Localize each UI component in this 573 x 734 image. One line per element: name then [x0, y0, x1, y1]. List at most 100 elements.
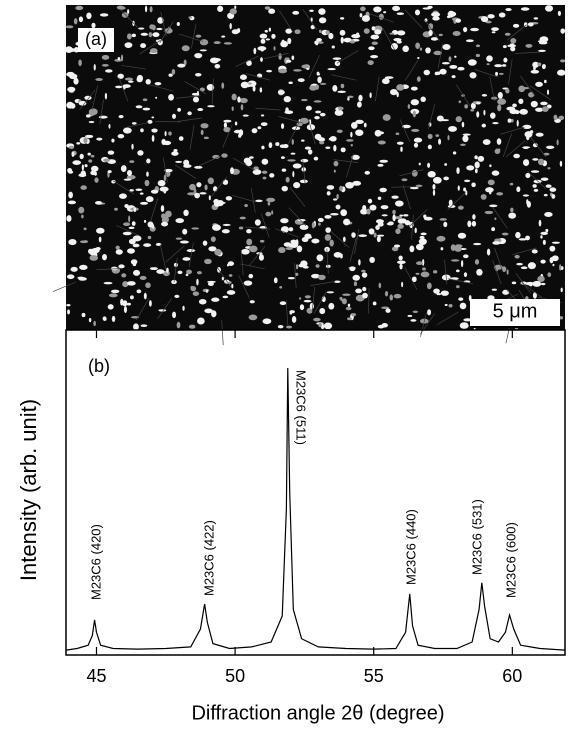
precipitate: [473, 243, 481, 245]
precipitate: [79, 101, 86, 106]
precipitate: [369, 257, 375, 263]
peak-annotation: M23C6 (511): [294, 370, 309, 445]
precipitate: [374, 29, 381, 34]
precipitate: [223, 224, 231, 226]
precipitate: [261, 146, 264, 150]
precipitate: [91, 155, 95, 158]
precipitate: [120, 299, 123, 306]
precipitate: [196, 35, 202, 38]
precipitate: [482, 124, 486, 128]
precipitate: [492, 122, 499, 124]
precipitate: [239, 227, 243, 230]
precipitate: [278, 247, 285, 253]
precipitate: [108, 150, 114, 154]
precipitate: [538, 50, 546, 52]
precipitate: [378, 141, 386, 145]
precipitate: [351, 232, 355, 238]
precipitate: [269, 173, 274, 178]
precipitate: [246, 229, 251, 233]
precipitate: [334, 170, 336, 173]
precipitate: [204, 137, 209, 140]
precipitate: [158, 180, 166, 186]
precipitate: [200, 123, 208, 128]
precipitate: [287, 159, 295, 161]
precipitate: [523, 87, 529, 89]
precipitate: [200, 49, 207, 51]
precipitate: [415, 228, 417, 234]
precipitate: [381, 323, 388, 327]
precipitate: [409, 246, 414, 253]
precipitate: [492, 31, 496, 33]
precipitate: [487, 63, 490, 65]
x-axis-label: Diffraction angle 2θ (degree): [191, 702, 444, 724]
precipitate: [318, 223, 321, 226]
precipitate: [118, 264, 124, 268]
precipitate: [533, 184, 537, 188]
precipitate: [347, 97, 349, 100]
precipitate: [445, 304, 448, 306]
precipitate: [317, 77, 322, 84]
precipitate: [76, 142, 80, 144]
precipitate: [489, 205, 497, 208]
precipitate: [485, 187, 494, 192]
spectrum: [66, 368, 565, 650]
precipitate: [298, 78, 305, 82]
precipitate: [304, 233, 311, 239]
precipitate: [453, 31, 461, 36]
precipitate: [546, 146, 554, 149]
precipitate: [388, 221, 394, 225]
precipitate: [525, 282, 534, 286]
precipitate: [497, 98, 506, 104]
precipitate: [121, 165, 127, 172]
precipitate: [229, 23, 231, 29]
precipitate: [545, 229, 548, 232]
precipitate: [320, 113, 326, 116]
precipitate: [131, 144, 133, 150]
precipitate: [249, 246, 258, 253]
precipitate: [175, 218, 184, 223]
precipitate: [400, 147, 402, 152]
precipitate: [127, 281, 136, 286]
precipitate: [296, 264, 298, 269]
panel-label: (a): [85, 29, 107, 49]
precipitate: [391, 43, 398, 50]
precipitate: [151, 116, 154, 118]
precipitate: [396, 132, 400, 135]
precipitate: [197, 271, 202, 274]
precipitate: [127, 303, 131, 306]
precipitate: [282, 168, 287, 171]
precipitate: [213, 186, 217, 191]
precipitate: [149, 32, 153, 37]
precipitate: [208, 178, 214, 185]
precipitate: [370, 205, 377, 211]
precipitate: [278, 90, 285, 95]
precipitate: [428, 134, 433, 139]
precipitate: [397, 30, 405, 35]
precipitate: [168, 94, 174, 101]
precipitate: [214, 41, 221, 44]
precipitate: [124, 204, 129, 208]
precipitate: [176, 237, 182, 239]
precipitate: [516, 263, 523, 265]
precipitate: [141, 33, 148, 36]
precipitate: [174, 295, 179, 298]
precipitate: [117, 74, 123, 79]
precipitate: [182, 45, 190, 51]
precipitate: [464, 272, 467, 277]
precipitate: [324, 323, 332, 330]
precipitate: [94, 177, 98, 182]
precipitate: [536, 133, 544, 137]
precipitate: [553, 115, 557, 120]
precipitate: [432, 16, 439, 20]
precipitate: [466, 165, 474, 170]
precipitate: [129, 239, 136, 245]
precipitate: [427, 282, 432, 289]
precipitate: [80, 154, 84, 159]
precipitate: [292, 316, 296, 323]
precipitate: [340, 209, 347, 216]
precipitate: [79, 265, 87, 270]
precipitate: [393, 38, 401, 41]
precipitate: [95, 78, 103, 81]
precipitate: [487, 249, 490, 256]
precipitate: [66, 25, 74, 28]
